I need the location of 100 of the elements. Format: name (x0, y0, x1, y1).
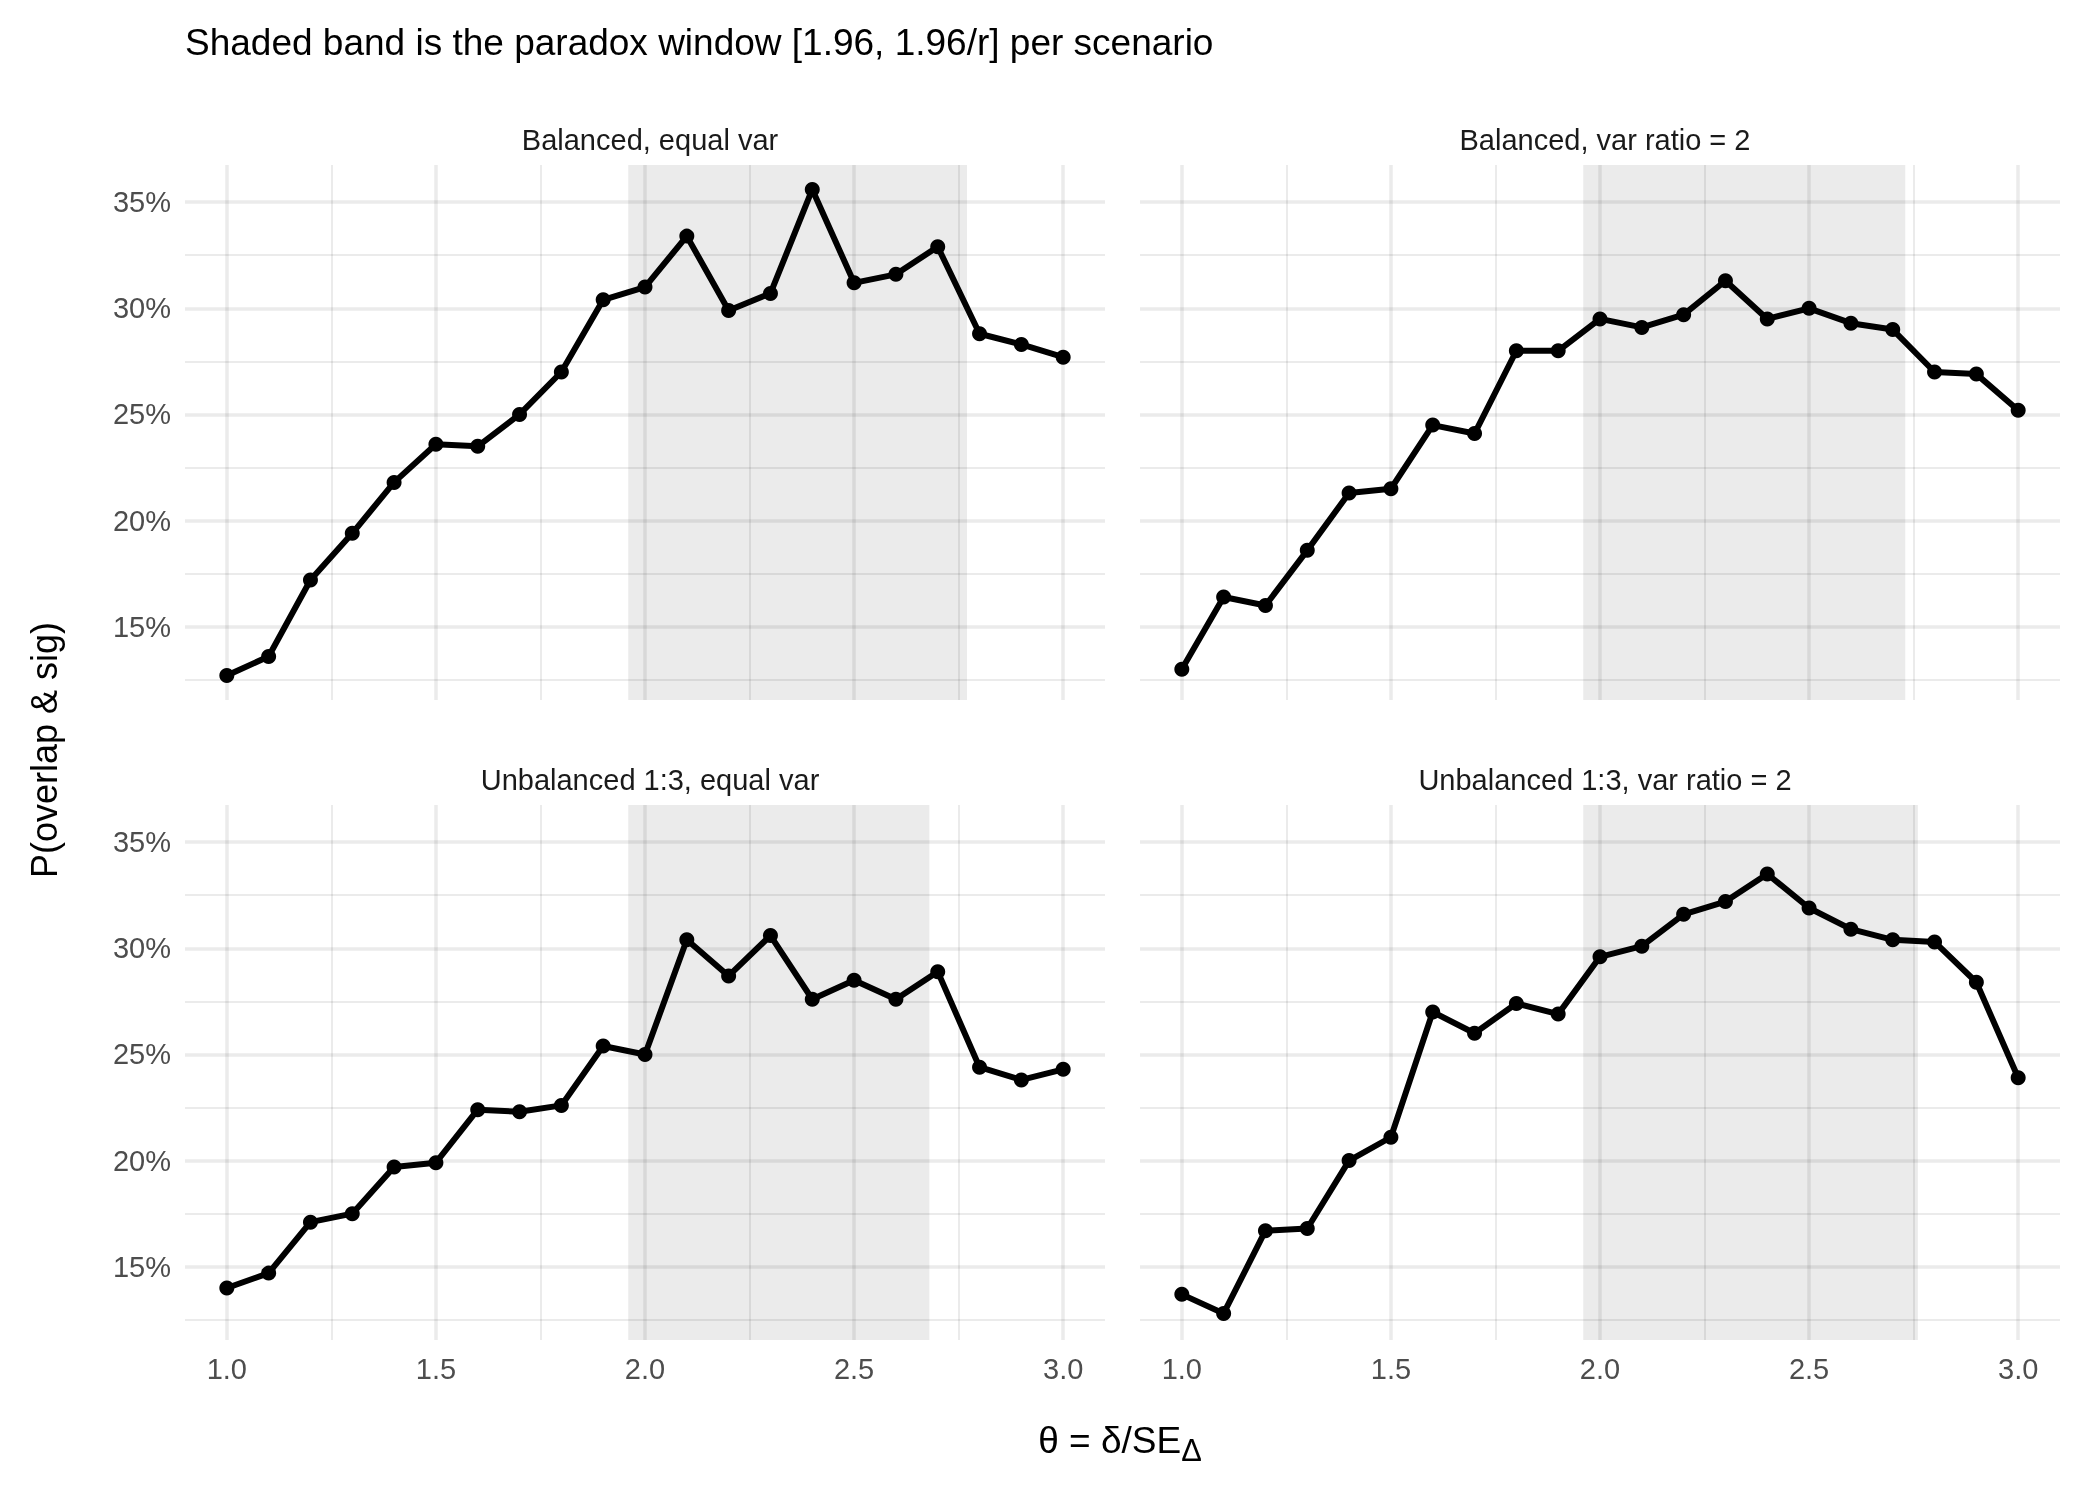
point (1927, 934, 1943, 950)
point (2010, 402, 2026, 418)
point (721, 968, 737, 984)
y-tick-label: 15% (112, 610, 171, 643)
point (1174, 661, 1190, 677)
point (1717, 894, 1733, 910)
chart-subtitle: Balanced, var ratio = 2 (1459, 123, 1751, 156)
point (595, 1038, 611, 1054)
x-tick-label: 1.0 (206, 1352, 247, 1385)
y-tick-label: 35% (112, 826, 171, 859)
point (261, 1265, 277, 1281)
point (1299, 1221, 1315, 1237)
point (1717, 273, 1733, 289)
point (721, 302, 737, 318)
point (1759, 866, 1775, 882)
point (1257, 1223, 1273, 1239)
point (1383, 481, 1399, 497)
y-tick-label: 30% (112, 292, 171, 325)
y-tick-label: 20% (112, 1144, 171, 1177)
point (1425, 417, 1441, 433)
y-tick-label: 25% (112, 398, 171, 431)
point (219, 1280, 235, 1296)
y-tick-label: 35% (112, 186, 171, 219)
point (762, 928, 778, 944)
y-tick-label: 30% (112, 932, 171, 965)
point (1592, 949, 1608, 965)
point (888, 266, 904, 282)
point (1013, 336, 1029, 352)
point (972, 1059, 988, 1075)
point (1508, 343, 1524, 359)
point (553, 1097, 569, 1113)
x-tick-label: 1.5 (415, 1352, 457, 1385)
point (1801, 900, 1817, 916)
point (1843, 315, 1859, 331)
point (302, 572, 318, 588)
point (1676, 307, 1692, 323)
y-axis-title: P(overlap & sig) (24, 621, 66, 879)
point (1885, 932, 1901, 948)
point (1257, 598, 1273, 614)
chart-subtitle: Balanced, equal var (521, 123, 779, 156)
point (637, 1046, 653, 1062)
point (1055, 349, 1071, 365)
x-tick-label: 2.0 (624, 1352, 666, 1385)
point (1801, 300, 1817, 316)
point (2010, 1070, 2026, 1086)
point (1425, 1004, 1441, 1020)
point (1467, 426, 1483, 442)
x-tick-label: 2.0 (1579, 1352, 1621, 1385)
point (1299, 542, 1315, 558)
point (470, 1102, 486, 1118)
point (1055, 1061, 1071, 1077)
point (428, 436, 444, 452)
point (1341, 1153, 1357, 1169)
x-axis-title: θ = δ/SE$_{Δ}$ (1038, 1420, 1202, 1470)
point (1013, 1072, 1029, 1088)
point (386, 1159, 402, 1175)
point (261, 648, 277, 664)
point (804, 991, 820, 1007)
point (1383, 1129, 1399, 1145)
x-tick-label: 2.5 (833, 1352, 875, 1385)
point (972, 326, 988, 342)
point (302, 1214, 318, 1230)
point (1968, 366, 1984, 382)
x-tick-label: 1.0 (1161, 1352, 1202, 1385)
point (762, 285, 778, 301)
point (679, 228, 695, 244)
chart-subtitle: Unbalanced 1:3, var ratio = 2 (1418, 763, 1792, 796)
point (1676, 906, 1692, 922)
point (1592, 311, 1608, 327)
point (1885, 322, 1901, 338)
point (512, 1104, 528, 1120)
point (428, 1155, 444, 1171)
x-tick-label: 1.5 (1370, 1352, 1412, 1385)
point (1927, 364, 1943, 380)
y-tick-label: 25% (112, 1038, 171, 1071)
point (595, 292, 611, 308)
point (930, 239, 946, 255)
point (1508, 996, 1524, 1011)
point (512, 406, 528, 422)
point (888, 991, 904, 1007)
point (1216, 589, 1232, 605)
point (219, 668, 235, 684)
point (804, 181, 820, 197)
point (344, 1206, 360, 1222)
x-tick-label: 3.0 (1998, 1352, 2039, 1385)
point (1968, 974, 1984, 990)
point (1843, 921, 1859, 937)
point (1634, 938, 1650, 954)
point (1550, 343, 1566, 359)
y-tick-label: 15% (112, 1250, 171, 1283)
x-tick-label: 3.0 (1043, 1352, 1084, 1385)
point (1550, 1006, 1566, 1022)
point (1759, 311, 1775, 327)
point (1174, 1286, 1190, 1302)
point (1216, 1305, 1232, 1321)
point (846, 275, 862, 291)
point (344, 525, 360, 541)
point (679, 932, 695, 948)
point (470, 438, 486, 454)
x-tick-label: 2.5 (1788, 1352, 1830, 1385)
